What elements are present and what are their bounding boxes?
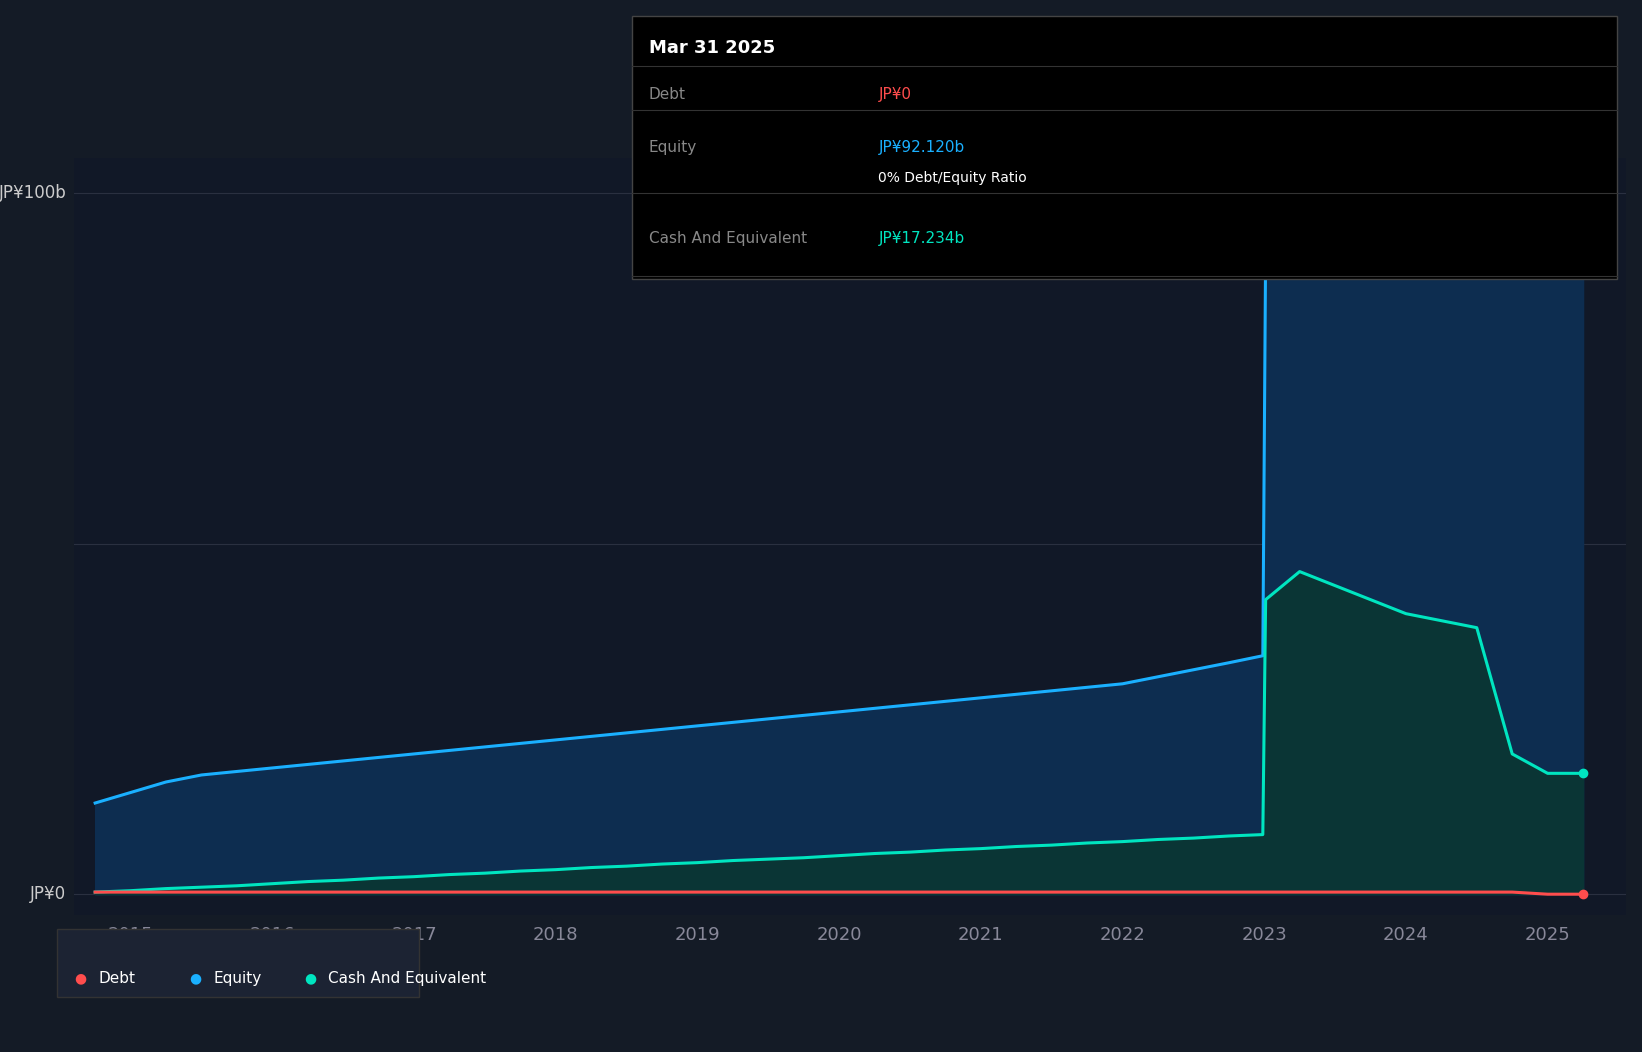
Text: Cash And Equivalent: Cash And Equivalent [328,971,486,986]
Text: Debt: Debt [99,971,136,986]
Text: JP¥100b: JP¥100b [0,184,66,202]
Text: JP¥0: JP¥0 [30,885,66,904]
Text: JP¥92.120b: JP¥92.120b [878,140,965,155]
Text: Cash And Equivalent: Cash And Equivalent [649,231,806,246]
Text: Debt: Debt [649,87,686,102]
Text: ●: ● [189,971,200,986]
Text: ●: ● [304,971,315,986]
Text: JP¥0: JP¥0 [878,87,911,102]
Text: 0% Debt/Equity Ratio: 0% Debt/Equity Ratio [878,171,1028,185]
Text: Mar 31 2025: Mar 31 2025 [649,39,775,57]
Text: ●: ● [74,971,85,986]
Text: Equity: Equity [213,971,261,986]
Text: Equity: Equity [649,140,696,155]
Text: JP¥17.234b: JP¥17.234b [878,231,965,246]
